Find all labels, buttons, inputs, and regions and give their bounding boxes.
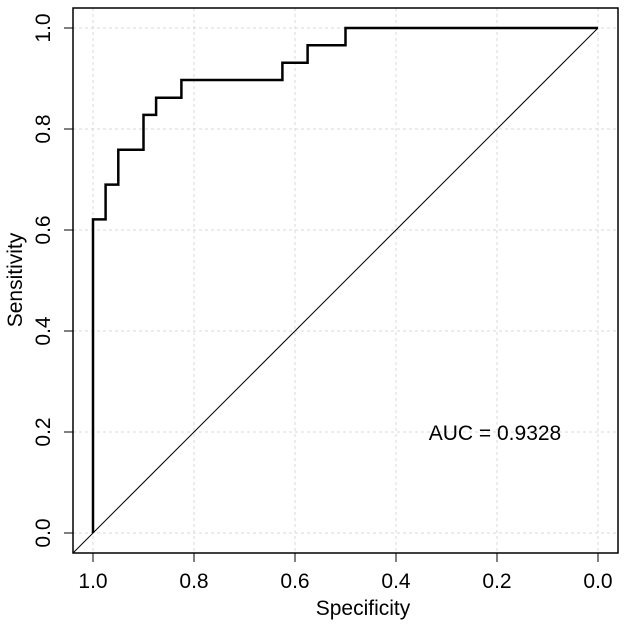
y-tick-label: 0.2 bbox=[32, 417, 55, 446]
y-axis-title: Sensitivity bbox=[4, 232, 27, 327]
y-tick-label: 0.8 bbox=[32, 114, 55, 143]
auc-annotation: AUC = 0.9328 bbox=[429, 422, 562, 445]
grid bbox=[73, 8, 618, 553]
x-tick-label: 0.8 bbox=[179, 570, 208, 593]
y-axis: 0.0 0.2 0.4 0.6 0.8 1.0 bbox=[32, 13, 73, 548]
x-tick-label: 0.4 bbox=[381, 570, 411, 593]
x-axis: 1.0 0.8 0.6 0.4 0.2 0.0 bbox=[78, 553, 613, 593]
y-tick-label: 0.6 bbox=[32, 215, 55, 244]
y-tick-label: 0.4 bbox=[32, 316, 55, 346]
x-tick-label: 0.2 bbox=[482, 570, 511, 593]
x-tick-label: 1.0 bbox=[78, 570, 107, 593]
x-axis-title: Specificity bbox=[316, 597, 411, 620]
reference-diagonal-line bbox=[72, 27, 599, 554]
y-tick-label: 0.0 bbox=[32, 518, 55, 547]
y-tick-label: 1.0 bbox=[32, 13, 55, 42]
x-tick-label: 0.6 bbox=[280, 570, 309, 593]
x-tick-label: 0.0 bbox=[583, 570, 612, 593]
roc-curve bbox=[91, 26, 598, 533]
plot-box bbox=[72, 7, 619, 554]
